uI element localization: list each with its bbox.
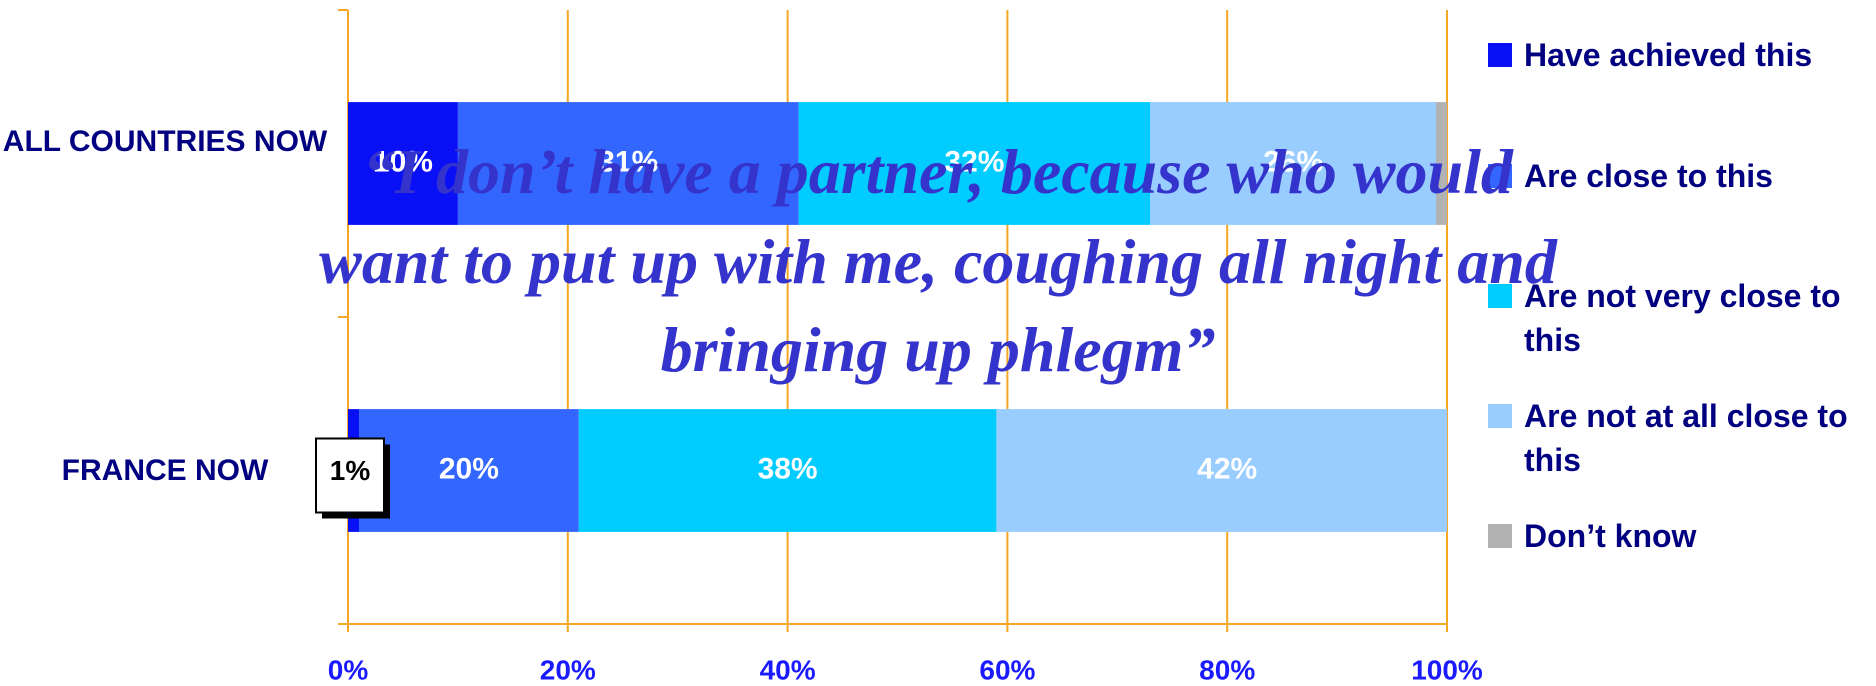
legend-swatch: [1488, 284, 1512, 308]
legend-label: Have achieved this: [1524, 37, 1813, 73]
bar-segment: [457, 102, 799, 225]
x-tick-label: 60%: [979, 654, 1035, 685]
value-label: 32%: [944, 145, 1004, 178]
x-tick-label: 0%: [328, 654, 369, 685]
legend-label: Don’t know: [1524, 518, 1697, 554]
category-label: FRANCE NOW: [61, 453, 269, 487]
bar-segment: [1436, 102, 1447, 225]
legend-item: Are close to this: [1488, 154, 1868, 198]
callout: 1%: [315, 437, 390, 519]
legend-item: Are not very close to this: [1488, 274, 1868, 362]
x-tick-label: 40%: [760, 654, 816, 685]
value-label: 26%: [1263, 145, 1323, 178]
bar-segment: [996, 409, 1447, 532]
bar-segment: [358, 409, 579, 532]
bars: [348, 102, 1447, 532]
legend-label: Are not at all close to this: [1524, 398, 1848, 478]
category-label: ALL COUNTRIES NOW: [2, 124, 328, 158]
legend-label: Are not very close to this: [1524, 278, 1841, 358]
quote-line: want to put up with me, coughing all nig…: [319, 226, 1557, 297]
bar-segment: [578, 409, 997, 532]
quote-line: “I don’t have a partner, because who wou…: [363, 136, 1513, 207]
legend-item: Don’t know: [1488, 514, 1868, 558]
legend-swatch: [1488, 404, 1512, 428]
value-label: 10%: [373, 145, 433, 178]
legend-item: Are not at all close to this: [1488, 394, 1868, 482]
legend-label: Are close to this: [1524, 158, 1773, 194]
bar-segment: [348, 102, 458, 225]
value-label: 1%: [330, 455, 371, 486]
bar-segment: [1150, 102, 1437, 225]
x-tick-label: 100%: [1411, 654, 1483, 685]
legend-swatch: [1488, 524, 1512, 548]
value-label: 42%: [1197, 452, 1257, 485]
legend-item: Have achieved this: [1488, 33, 1868, 77]
legend-swatch: [1488, 43, 1512, 67]
value-label: 38%: [758, 452, 818, 485]
x-tick-label: 80%: [1199, 654, 1255, 685]
x-tick-label: 20%: [540, 654, 596, 685]
quote-line: bringing up phlegm”: [660, 314, 1216, 385]
bar-segment: [798, 102, 1151, 225]
value-label: 31%: [598, 145, 658, 178]
legend-swatch: [1488, 164, 1512, 188]
callout-box: [315, 437, 385, 514]
value-label: 20%: [439, 452, 499, 485]
